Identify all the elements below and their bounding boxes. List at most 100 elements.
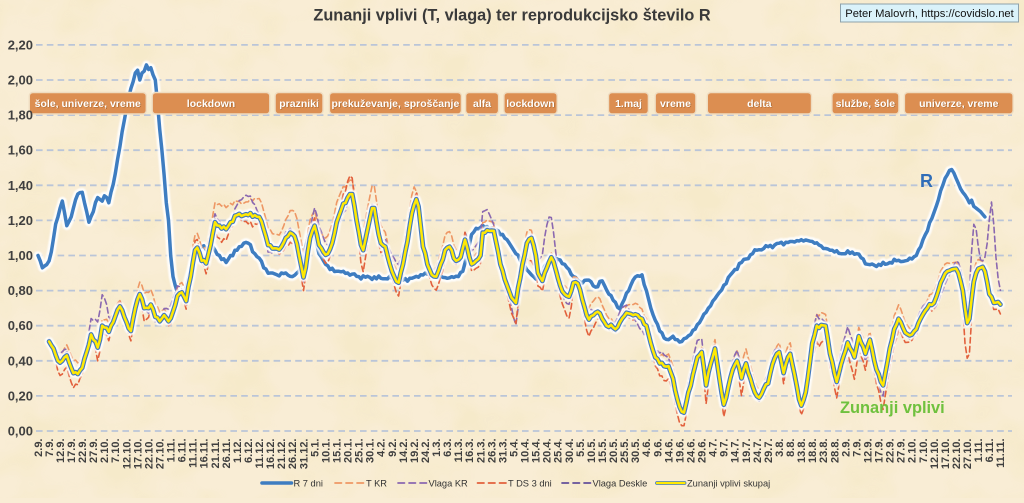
- svg-text:11.11.: 11.11.: [995, 439, 1007, 468]
- svg-text:28.8.: 28.8.: [829, 439, 841, 463]
- svg-text:27.10.: 27.10.: [962, 439, 974, 470]
- svg-text:6.3.: 6.3.: [442, 439, 454, 457]
- svg-text:30.5.: 30.5.: [630, 439, 642, 463]
- svg-text:službe, šole: službe, šole: [836, 98, 896, 110]
- svg-text:9.2.: 9.2.: [387, 439, 399, 457]
- svg-text:9.7.: 9.7.: [719, 439, 731, 457]
- svg-text:1.maj: 1.maj: [615, 98, 642, 110]
- svg-text:5.5.: 5.5.: [575, 439, 587, 457]
- svg-text:25.1.: 25.1.: [354, 439, 366, 463]
- svg-text:17.9.: 17.9.: [874, 439, 886, 463]
- svg-text:6.11.: 6.11.: [177, 439, 189, 463]
- svg-text:lockdown: lockdown: [187, 98, 235, 110]
- svg-text:Zunanji vplivi: Zunanji vplivi: [840, 399, 945, 417]
- svg-text:31.3.: 31.3.: [497, 439, 509, 463]
- svg-text:29.7.: 29.7.: [763, 439, 775, 463]
- svg-text:1,00: 1,00: [8, 248, 33, 263]
- svg-text:5.1.: 5.1.: [309, 439, 321, 457]
- svg-text:6.12.: 6.12.: [243, 439, 255, 463]
- svg-text:15.1.: 15.1.: [332, 439, 344, 463]
- svg-text:alfa: alfa: [473, 98, 491, 110]
- svg-text:11.12.: 11.12.: [254, 439, 266, 469]
- svg-text:2,00: 2,00: [8, 73, 33, 88]
- svg-text:26.3.: 26.3.: [486, 439, 498, 463]
- svg-text:7.10.: 7.10.: [918, 439, 930, 463]
- svg-text:21.12.: 21.12.: [276, 439, 288, 470]
- svg-text:1,60: 1,60: [8, 143, 33, 158]
- svg-text:prekuževanje, sproščanje: prekuževanje, sproščanje: [332, 99, 460, 111]
- svg-text:22.9.: 22.9.: [77, 439, 89, 463]
- svg-text:šole, univerze, vreme: šole, univerze, vreme: [35, 98, 141, 110]
- svg-text:24.2.: 24.2.: [420, 439, 432, 463]
- svg-text:26.11.: 26.11.: [221, 439, 233, 469]
- svg-text:5.4.: 5.4.: [509, 439, 521, 457]
- svg-text:24.6.: 24.6.: [686, 439, 698, 463]
- svg-text:25.5.: 25.5.: [619, 439, 631, 463]
- svg-text:0,60: 0,60: [8, 318, 33, 333]
- svg-text:7.9.: 7.9.: [851, 439, 863, 457]
- svg-text:21.3.: 21.3.: [475, 439, 487, 463]
- svg-text:10.5.: 10.5.: [586, 439, 598, 463]
- svg-text:19.7.: 19.7.: [741, 439, 753, 463]
- svg-text:16.12.: 16.12.: [265, 439, 277, 470]
- svg-text:univerze, vreme: univerze, vreme: [920, 99, 1000, 111]
- svg-text:13.8.: 13.8.: [796, 439, 808, 463]
- svg-text:šole, univerze, vreme: šole, univerze, vreme: [35, 99, 141, 111]
- svg-text:30.4.: 30.4.: [564, 439, 576, 463]
- svg-text:lockdown: lockdown: [506, 98, 554, 110]
- svg-text:10.1.: 10.1.: [320, 439, 332, 463]
- svg-text:10.4.: 10.4.: [520, 439, 532, 463]
- svg-text:31.12.: 31.12.: [298, 439, 310, 470]
- svg-text:16.3.: 16.3.: [464, 439, 476, 463]
- svg-text:0,00: 0,00: [8, 424, 33, 439]
- svg-text:7.9.: 7.9.: [44, 439, 56, 457]
- svg-text:Vlaga KR: Vlaga KR: [429, 478, 469, 488]
- svg-text:prazniki: prazniki: [280, 99, 320, 111]
- svg-text:Zunanji vplivi (T, vlaga) ter: Zunanji vplivi (T, vlaga) ter reprodukci…: [313, 7, 710, 25]
- svg-text:4.7.: 4.7.: [708, 439, 720, 457]
- svg-text:prazniki: prazniki: [279, 98, 319, 110]
- svg-text:22.10.: 22.10.: [143, 439, 155, 470]
- svg-text:19.6.: 19.6.: [674, 439, 686, 463]
- svg-text:1.maj: 1.maj: [616, 99, 643, 111]
- svg-text:29.6.: 29.6.: [697, 439, 709, 463]
- svg-text:R 7 dni: R 7 dni: [294, 478, 323, 488]
- svg-text:9.6.: 9.6.: [652, 439, 664, 457]
- svg-text:15.5.: 15.5.: [597, 439, 609, 463]
- svg-text:T KR: T KR: [366, 478, 387, 488]
- svg-text:delta: delta: [747, 98, 772, 110]
- svg-text:21.11.: 21.11.: [210, 439, 222, 469]
- svg-text:26.12.: 26.12.: [287, 439, 299, 470]
- svg-text:1.12.: 1.12.: [232, 439, 244, 463]
- svg-text:prekuževanje, sproščanje: prekuževanje, sproščanje: [331, 98, 459, 110]
- svg-text:22.10.: 22.10.: [951, 439, 963, 470]
- svg-text:2.9.: 2.9.: [840, 439, 852, 457]
- svg-text:23.8.: 23.8.: [818, 439, 830, 463]
- svg-text:12.9.: 12.9.: [863, 439, 875, 463]
- svg-text:30.1.: 30.1.: [365, 439, 377, 463]
- svg-text:14.2.: 14.2.: [398, 439, 410, 463]
- svg-text:0,20: 0,20: [8, 388, 33, 403]
- svg-text:17.9.: 17.9.: [66, 439, 78, 463]
- svg-text:22.9.: 22.9.: [885, 439, 897, 463]
- svg-text:27.9.: 27.9.: [88, 439, 100, 463]
- svg-text:2,20: 2,20: [8, 37, 33, 52]
- svg-text:27.10.: 27.10.: [155, 439, 167, 470]
- svg-text:18.8.: 18.8.: [807, 439, 819, 463]
- svg-text:15.4.: 15.4.: [531, 439, 543, 463]
- svg-text:2.10.: 2.10.: [99, 439, 111, 463]
- svg-text:4.2.: 4.2.: [376, 439, 388, 457]
- svg-text:Peter Malovrh, https://covidsl: Peter Malovrh, https://covidslo.net: [845, 8, 1014, 20]
- svg-text:12.10.: 12.10.: [121, 439, 133, 470]
- svg-text:1.11.: 1.11.: [973, 439, 985, 463]
- svg-text:1.3.: 1.3.: [431, 439, 443, 457]
- svg-text:alfa: alfa: [474, 99, 492, 111]
- svg-text:20.4.: 20.4.: [542, 439, 554, 463]
- svg-text:27.9.: 27.9.: [896, 439, 908, 463]
- svg-text:4.6.: 4.6.: [641, 439, 653, 457]
- svg-text:Vlaga Deskle: Vlaga Deskle: [593, 478, 648, 488]
- svg-text:17.10.: 17.10.: [940, 439, 952, 470]
- svg-text:0,80: 0,80: [8, 283, 33, 298]
- svg-text:7.10.: 7.10.: [110, 439, 122, 463]
- svg-text:3.8.: 3.8.: [774, 439, 786, 457]
